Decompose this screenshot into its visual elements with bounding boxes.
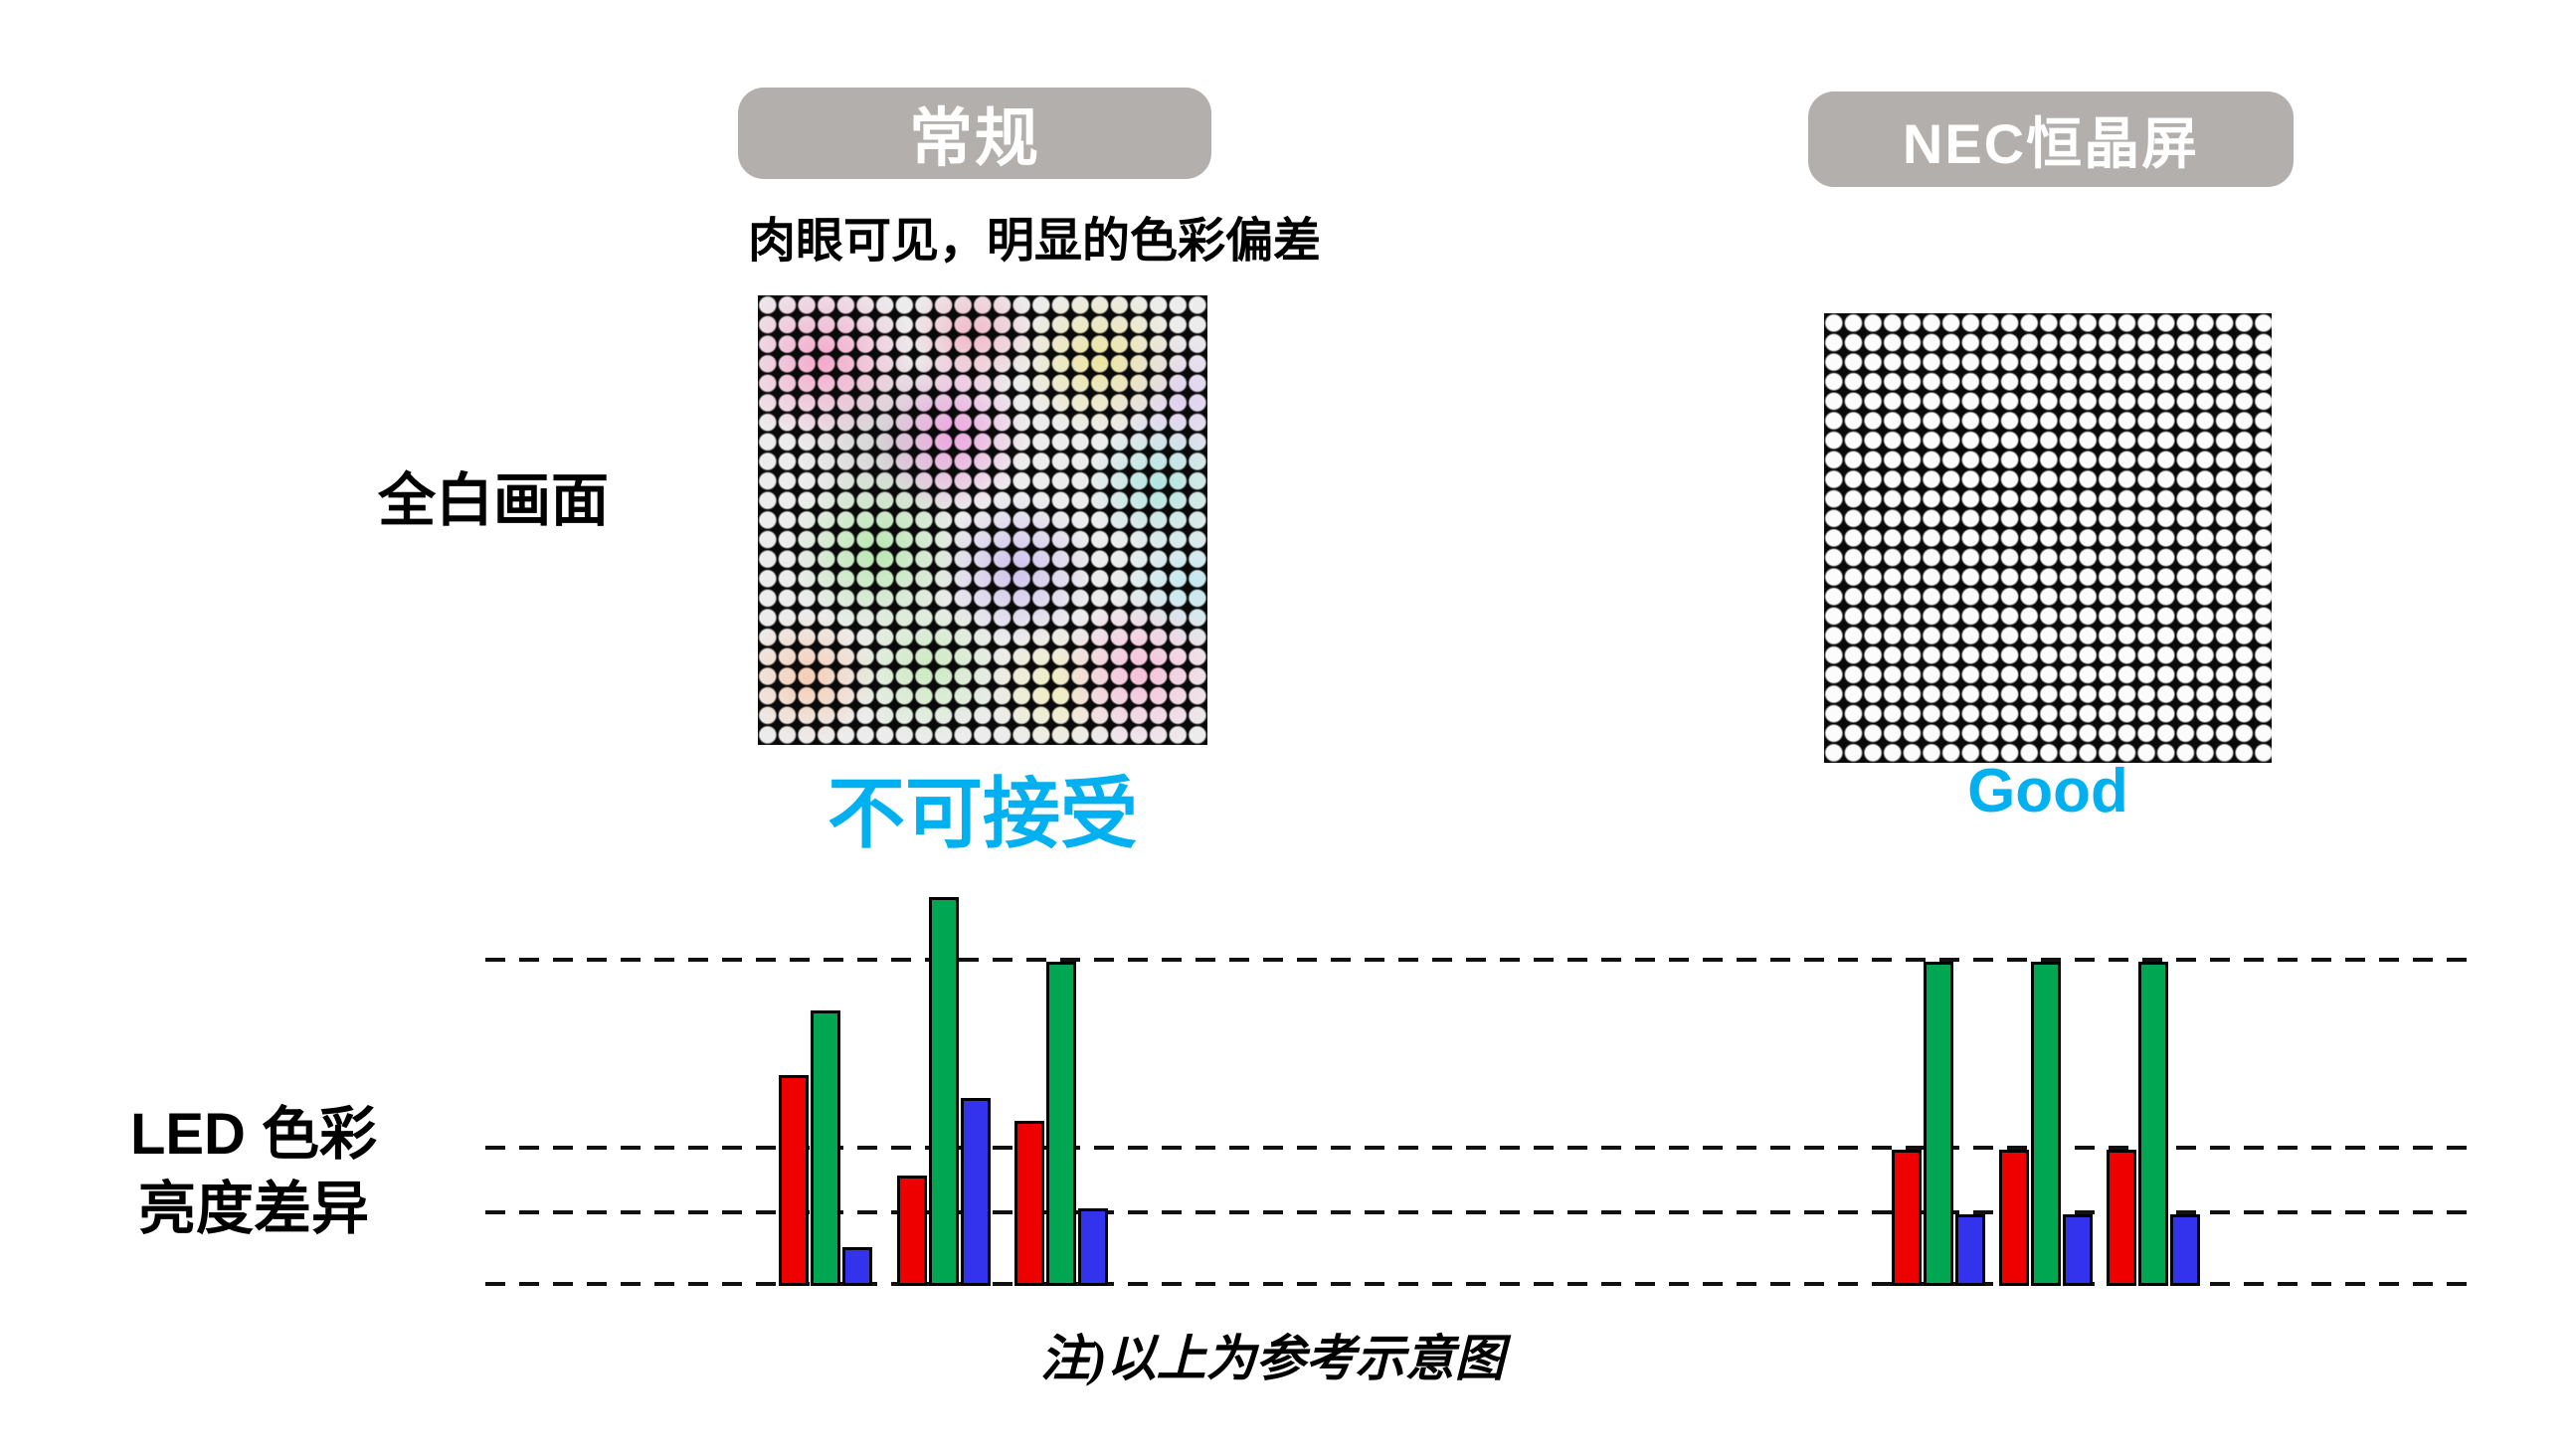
led-dot-matrix-color-deviation	[758, 295, 1207, 745]
verdict-good: Good	[1967, 757, 2128, 825]
reference-footnote: 注)以上为参考示意图	[1040, 1331, 1505, 1386]
dashed-gridline-22	[485, 1210, 2467, 1215]
bar-NEC恒晶屏-3-B	[2170, 1214, 2200, 1286]
led-variance-chart	[485, 885, 2467, 1286]
badge-conventional-label: 常规	[909, 102, 1040, 174]
bar-NEC恒晶屏-2-G	[2031, 962, 2061, 1286]
bar-NEC恒晶屏-3-R	[2107, 1150, 2136, 1286]
bar-常规-1-R	[779, 1075, 809, 1286]
bar-常规-3-G	[1046, 962, 1076, 1286]
white-screen-row-label: 全白画面	[378, 468, 610, 533]
bar-NEC恒晶屏-3-G	[2138, 962, 2168, 1286]
bar-NEC恒晶屏-1-G	[1924, 962, 1953, 1286]
bar-NEC恒晶屏-1-B	[1955, 1214, 1985, 1286]
dot-grid-overlay	[1824, 313, 2272, 763]
verdict-unacceptable: 不可接受	[827, 770, 1138, 857]
led-variance-row-label-line1: LED 色彩	[129, 1102, 378, 1167]
badge-nec: NEC恒晶屏	[1808, 91, 2294, 187]
bar-常规-2-R	[896, 1176, 927, 1286]
badge-nec-label: NEC恒晶屏	[1902, 111, 2200, 175]
led-variance-row-label-line2: 亮度差异	[137, 1177, 369, 1242]
bar-常规-1-G	[811, 1010, 840, 1286]
badge-conventional: 常规	[738, 88, 1211, 179]
led-variance-row-label: LED 色彩 亮度差异	[94, 1097, 413, 1247]
bar-NEC恒晶屏-2-R	[1999, 1150, 2029, 1286]
bar-常规-2-G	[928, 897, 959, 1286]
dashed-gridline-100	[485, 958, 2467, 962]
dot-grid-overlay	[758, 295, 1207, 745]
bar-常规-3-B	[1078, 1208, 1108, 1286]
dashed-gridline-42	[485, 1146, 2467, 1151]
bar-常规-1-B	[842, 1247, 872, 1286]
bar-NEC恒晶屏-2-B	[2063, 1214, 2093, 1286]
bar-常规-3-R	[1014, 1121, 1044, 1286]
color-deviation-caption: 肉眼可见，明显的色彩偏差	[747, 215, 1321, 268]
led-dot-matrix-uniform	[1824, 313, 2272, 763]
bar-NEC恒晶屏-1-R	[1892, 1150, 1922, 1286]
dashed-gridline-0	[485, 1282, 2467, 1286]
bar-常规-2-B	[960, 1098, 991, 1286]
